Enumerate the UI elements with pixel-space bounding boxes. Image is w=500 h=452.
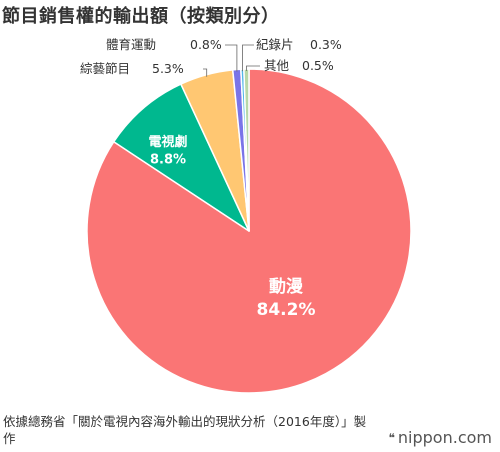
- quote-mark-icon: ❝: [388, 431, 395, 445]
- slice-value-label: 0.8%: [190, 37, 222, 52]
- slice-value-label: 5.3%: [152, 61, 184, 76]
- slice-value-label: 84.2%: [257, 300, 316, 320]
- leader-line: [242, 44, 254, 72]
- slice-value-label: 8.8%: [150, 153, 186, 168]
- slice-label: 電視劇: [148, 134, 187, 150]
- leader-line: [203, 68, 208, 77]
- brand-text: nippon.com: [397, 428, 492, 447]
- leader-line: [225, 44, 238, 72]
- slice-value-label: 0.3%: [310, 37, 342, 52]
- slice-label: 紀錄片: [256, 37, 294, 52]
- chart-title: 節目銷售權的輸出額（按類別分）: [2, 6, 280, 27]
- pie-slice: [113, 83, 250, 232]
- brand-logo: ❝ nippon.com: [388, 428, 492, 447]
- slice-value-label: 0.5%: [302, 58, 334, 73]
- source-note: 依據總務省「關於電視內容海外輸出的現狀分析（2016年度）」製作: [3, 414, 367, 446]
- slice-label: 體育運動: [106, 37, 156, 52]
- slice-label: 綜藝節目: [80, 61, 130, 76]
- leader-line: [246, 65, 260, 71]
- slice-label: 動漫: [269, 276, 304, 297]
- slice-label: 其他: [264, 58, 290, 73]
